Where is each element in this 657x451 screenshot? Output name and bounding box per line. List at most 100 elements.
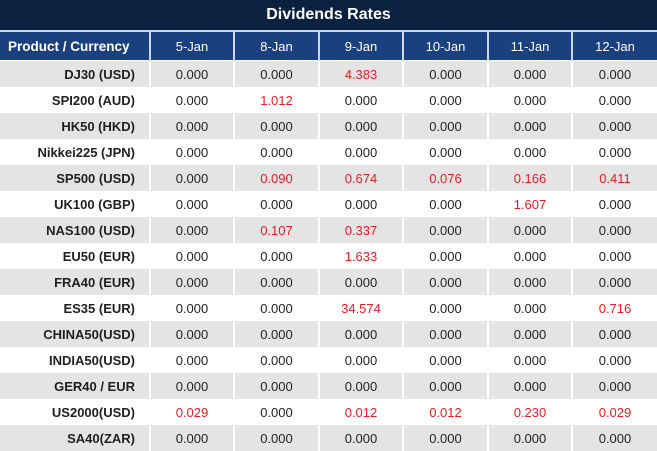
rate-cell: 0.000 (402, 373, 488, 399)
table-row: SP500 (USD) 0.000 0.090 0.674 0.076 0.166 0.41… (0, 165, 657, 191)
rate-cell: 0.000 (571, 139, 657, 165)
rate-cell: 0.411 (571, 165, 657, 191)
rate-cell: 0.000 (487, 425, 572, 451)
product-label: ES35 (EUR) (63, 300, 135, 316)
product-label: DJ30 (USD) (64, 66, 135, 82)
rate-cell: 0.000 (487, 373, 572, 399)
rate-cell: 0.076 (402, 165, 488, 191)
rate-cell: 0.090 (233, 165, 319, 191)
table-row: SPI200 (AUD) 0.000 1.012 0.000 0.000 0.000 0.0… (0, 87, 657, 113)
rate-cell: 0.000 (571, 243, 657, 269)
rate-cell: 0.000 (318, 87, 403, 113)
rate-cell: 0.000 (233, 399, 319, 425)
product-label: FRA40 (EUR) (54, 274, 135, 290)
product-label: SPI200 (AUD) (51, 92, 135, 108)
rate-cell: 0.000 (487, 269, 572, 295)
rate-cell: 0.000 (149, 113, 234, 139)
rate-cell: 0.000 (402, 321, 488, 347)
rate-cell: 0.000 (402, 139, 488, 165)
page-title: Dividends Rates (0, 0, 657, 32)
col-header-date-3: 9-Jan (318, 32, 403, 61)
header-row: Product / Currency 5-Jan 8-Jan 9-Jan 10-… (0, 32, 657, 61)
col-header-date-6: 12-Jan (571, 32, 657, 61)
product-label: US2000(USD) (51, 404, 135, 420)
rate-cell: 0.000 (149, 347, 234, 373)
product-label: INDIA50(USD) (49, 352, 135, 368)
table-row: US2000(USD) 0.029 0.000 0.012 0.012 0.230 0.02… (0, 399, 657, 425)
table-row: EU50 (EUR) 0.000 0.000 1.633 0.000 0.000 0.000 (0, 243, 657, 269)
rate-cell: 0.000 (233, 60, 319, 87)
rate-cell: 0.000 (402, 269, 488, 295)
rate-cell: 0.000 (149, 191, 234, 217)
rate-cell: 0.000 (487, 295, 572, 321)
rate-cell: 0.000 (318, 347, 403, 373)
product-label: NAS100 (USD) (46, 222, 135, 238)
rate-cell: 0.000 (402, 87, 488, 113)
rate-cell: 0.000 (233, 321, 319, 347)
rate-cell: 0.337 (318, 217, 403, 243)
product-label: Nikkei225 (JPN) (37, 144, 135, 160)
rate-cell: 0.000 (318, 269, 403, 295)
table-row: GER40 / EUR 0.000 0.000 0.000 0.000 0.000 0.00… (0, 373, 657, 399)
rate-cell: 0.000 (149, 165, 234, 191)
col-header-date-4: 10-Jan (402, 32, 488, 61)
rate-cell: 0.000 (149, 87, 234, 113)
product-label: CHINA50(USD) (43, 326, 135, 342)
col-header-date-1: 5-Jan (149, 32, 234, 61)
rate-cell: 0.000 (487, 217, 572, 243)
rate-cell: 0.000 (571, 217, 657, 243)
rate-cell: 0.000 (318, 425, 403, 451)
rate-cell: 34.574 (318, 295, 403, 321)
table-row: NAS100 (USD) 0.000 0.107 0.337 0.000 0.000 0.0… (0, 217, 657, 243)
rate-cell: 0.000 (149, 60, 234, 87)
rate-cell: 0.000 (571, 60, 657, 87)
product-label: SA40(ZAR) (67, 430, 135, 446)
rate-cell: 0.000 (318, 139, 403, 165)
table-row: DJ30 (USD) 0.000 0.000 4.383 0.000 0.000 0.000 (0, 60, 657, 87)
rate-cell: 0.000 (149, 243, 234, 269)
rate-cell: 0.000 (149, 217, 234, 243)
rate-cell: 0.000 (233, 139, 319, 165)
table-row: FRA40 (EUR) 0.000 0.000 0.000 0.000 0.000 0.00… (0, 269, 657, 295)
rate-cell: 0.000 (402, 191, 488, 217)
rate-cell: 0.000 (318, 321, 403, 347)
rate-cell: 0.000 (571, 321, 657, 347)
table-row: INDIA50(USD) 0.000 0.000 0.000 0.000 0.000 0.0… (0, 347, 657, 373)
product-label: HK50 (HKD) (61, 118, 135, 134)
rate-cell: 0.029 (149, 399, 234, 425)
rate-cell: 0.000 (233, 295, 319, 321)
rate-cell: 0.000 (233, 269, 319, 295)
col-header-date-5: 11-Jan (487, 32, 572, 61)
rate-cell: 0.000 (571, 425, 657, 451)
rate-cell: 0.000 (571, 373, 657, 399)
rate-cell: 0.000 (487, 139, 572, 165)
rate-cell: 0.716 (571, 295, 657, 321)
rate-cell: 0.000 (149, 269, 234, 295)
product-label: SP500 (USD) (56, 170, 135, 186)
table-row: UK100 (GBP) 0.000 0.000 0.000 0.000 1.607 0.00… (0, 191, 657, 217)
rate-cell: 1.012 (233, 87, 319, 113)
rate-cell: 1.633 (318, 243, 403, 269)
rate-cell: 0.000 (149, 139, 234, 165)
rate-cell: 0.000 (402, 425, 488, 451)
rate-cell: 0.230 (487, 399, 572, 425)
rate-cell: 0.000 (487, 321, 572, 347)
rate-cell: 0.000 (233, 243, 319, 269)
rate-cell: 0.000 (402, 113, 488, 139)
product-label: UK100 (GBP) (54, 196, 135, 212)
rate-cell: 0.000 (571, 191, 657, 217)
rate-cell: 0.000 (318, 113, 403, 139)
table-row: HK50 (HKD) 0.000 0.000 0.000 0.000 0.000 0.000 (0, 113, 657, 139)
rate-cell: 0.000 (402, 60, 488, 87)
rate-cell: 0.166 (487, 165, 572, 191)
rate-cell: 0.000 (402, 347, 488, 373)
table-row: SA40(ZAR) 0.000 0.000 0.000 0.000 0.000 0.000 (0, 425, 657, 451)
rate-cell: 0.000 (318, 191, 403, 217)
rate-cell: 0.000 (487, 243, 572, 269)
rate-cell: 1.607 (487, 191, 572, 217)
rate-cell: 0.000 (571, 113, 657, 139)
rate-cell: 0.000 (487, 347, 572, 373)
rate-cell: 0.107 (233, 217, 319, 243)
rate-cell: 0.000 (233, 347, 319, 373)
table-row: Nikkei225 (JPN) 0.000 0.000 0.000 0.000 0.000… (0, 139, 657, 165)
